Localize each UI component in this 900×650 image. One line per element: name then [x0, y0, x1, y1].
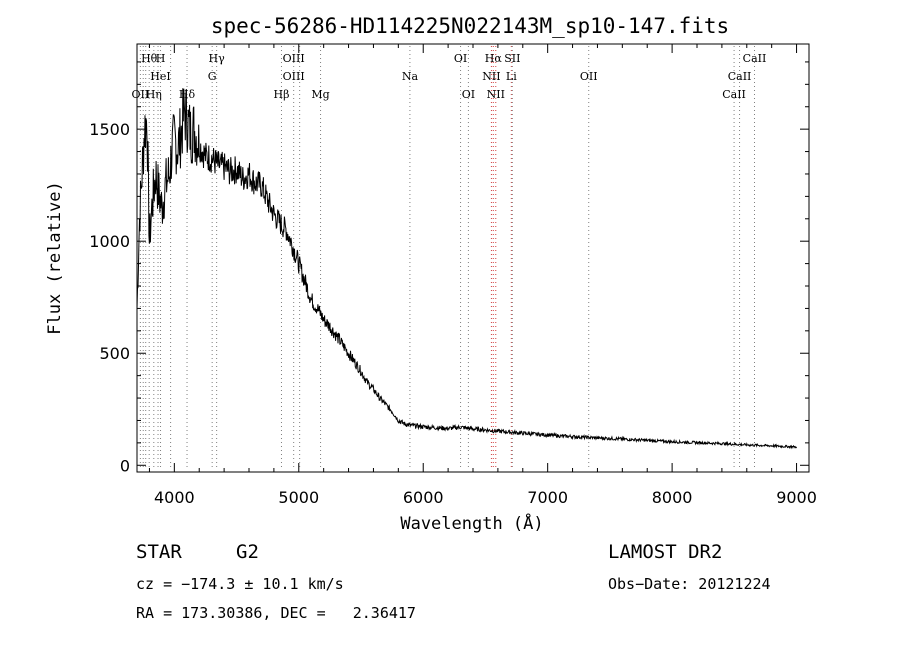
line-label: NII	[482, 70, 500, 83]
chart-title: spec-56286-HD114225N022143M_sp10-147.fit…	[211, 14, 729, 38]
x-tick-label: 7000	[527, 488, 568, 507]
line-label: Li	[506, 70, 517, 83]
line-label: HeI	[150, 70, 170, 83]
x-axis-label: Wavelength (Å)	[400, 512, 543, 534]
line-label: G	[208, 70, 217, 83]
line-label: OII	[580, 70, 598, 83]
line-label: Hθ	[141, 52, 158, 65]
y-tick-label: 1000	[89, 232, 130, 251]
line-markers	[139, 46, 755, 470]
x-tick-label: 5000	[278, 488, 319, 507]
line-label: Hα	[485, 52, 503, 65]
line-label: OII	[132, 88, 150, 101]
coordinates: RA = 173.30386, DEC = 2.36417	[136, 604, 416, 622]
line-label: Hβ	[274, 88, 290, 101]
line-label: OIII	[283, 52, 305, 65]
line-label: NII	[487, 88, 505, 101]
line-label: Mg	[311, 88, 329, 101]
object-subclass: G2	[236, 541, 259, 563]
x-tick-label: 9000	[776, 488, 817, 507]
line-label: CaII	[728, 70, 752, 83]
line-label: Hη	[146, 88, 162, 101]
x-axis: 4000 5000 6000 7000 8000 9000	[148, 44, 817, 507]
plot-frame	[136, 43, 810, 473]
y-tick-label: 0	[120, 456, 130, 475]
object-class: STAR	[136, 541, 182, 563]
spectrum-line	[136, 88, 798, 450]
obs-date: Obs−Date: 20121224	[608, 575, 771, 593]
y-axis-label: Flux (relative)	[45, 181, 65, 335]
line-label: CaII	[743, 52, 767, 65]
survey-name: LAMOST DR2	[608, 541, 723, 563]
line-label: Na	[402, 70, 419, 83]
y-tick-label: 1500	[89, 120, 130, 139]
line-label: OIII	[283, 70, 305, 83]
y-tick-label: 500	[99, 344, 130, 363]
line-label: SII	[504, 52, 520, 65]
x-tick-label: 6000	[403, 488, 444, 507]
y-axis: 0 500 1000 1500	[89, 61, 809, 475]
redshift-readout: cz = −174.3 ± 10.1 km/s	[136, 575, 344, 593]
x-tick-label: 8000	[652, 488, 693, 507]
line-label: Hδ	[179, 88, 196, 101]
line-label: H	[156, 52, 166, 65]
line-label: Hγ	[209, 52, 226, 65]
line-label: CaII	[722, 88, 746, 101]
line-label: OI	[454, 52, 467, 65]
line-label: OI	[462, 88, 475, 101]
x-tick-label: 4000	[154, 488, 195, 507]
